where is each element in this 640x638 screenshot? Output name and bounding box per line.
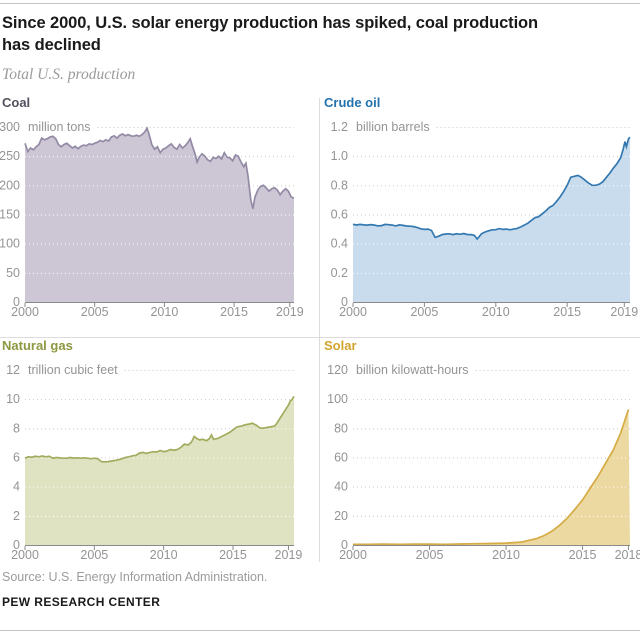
svg-text:100: 100: [0, 237, 20, 251]
coal-chart-title: Coal: [2, 95, 31, 110]
svg-text:10: 10: [6, 392, 20, 406]
svg-text:60: 60: [334, 451, 348, 465]
coal-area: [25, 128, 294, 302]
svg-text:2019: 2019: [610, 305, 638, 319]
svg-text:0: 0: [341, 295, 348, 309]
bottom-rule: [0, 630, 640, 631]
solar-line: [353, 409, 630, 546]
chart-panel-solar: Solar 120 billion kilowatt-hours 2000 2005 2…: [324, 338, 640, 569]
crude-oil-area-chart: 1.2 billion barrels 2000 2005 2010 2015 2019 1.…: [331, 120, 639, 319]
crude-area: [353, 137, 630, 302]
svg-text:40: 40: [334, 480, 348, 494]
svg-text:0.8: 0.8: [331, 178, 348, 192]
svg-text:120: 120: [327, 363, 348, 377]
svg-text:2005: 2005: [410, 305, 438, 319]
svg-text:0.2: 0.2: [331, 266, 348, 280]
solar-chart-title: Solar: [324, 338, 357, 353]
svg-text:2005: 2005: [80, 548, 108, 562]
svg-text:12: 12: [6, 363, 20, 377]
svg-text:20: 20: [334, 509, 348, 523]
crude-oil-chart-title: Crude oil: [324, 95, 381, 110]
svg-text:300: 300: [0, 120, 20, 134]
chart-panel-crude-oil: Crude oil 1.2 billion barrels 2000 2005 2010…: [324, 95, 640, 326]
gas-line: [24, 395, 295, 463]
svg-text:0.4: 0.4: [331, 237, 348, 251]
svg-text:0: 0: [341, 538, 348, 552]
svg-text:150: 150: [0, 208, 20, 222]
svg-text:2: 2: [13, 509, 20, 523]
page-title: Since 2000, U.S. solar energy production…: [2, 12, 638, 56]
gas-area: [25, 396, 294, 545]
svg-text:0: 0: [13, 295, 20, 309]
svg-text:2010: 2010: [150, 548, 178, 562]
svg-text:billion barrels: billion barrels: [356, 120, 430, 134]
page-title-line1: Since 2000, U.S. solar energy production…: [2, 14, 539, 32]
svg-text:6: 6: [13, 451, 20, 465]
svg-text:2005: 2005: [416, 548, 444, 562]
svg-text:2015: 2015: [553, 305, 581, 319]
svg-text:100: 100: [327, 392, 348, 406]
coal-line: [24, 126, 295, 209]
svg-text:2005: 2005: [81, 305, 109, 319]
svg-text:0: 0: [13, 538, 20, 552]
svg-text:2019: 2019: [276, 305, 304, 319]
top-rule: [0, 3, 640, 4]
svg-text:billion kilowatt-hours: billion kilowatt-hours: [356, 363, 469, 377]
source-note: Source: U.S. Energy Information Administ…: [2, 570, 268, 584]
svg-text:250: 250: [0, 149, 20, 163]
svg-text:2000: 2000: [339, 548, 367, 562]
svg-text:200: 200: [0, 178, 20, 192]
page-title-line2: has declined: [2, 36, 101, 54]
svg-text:2015: 2015: [219, 548, 247, 562]
brand-line: PEW RESEARCH CENTER: [2, 595, 161, 609]
svg-text:2010: 2010: [150, 305, 178, 319]
svg-text:50: 50: [6, 266, 20, 280]
svg-text:2010: 2010: [492, 548, 520, 562]
svg-text:2015: 2015: [220, 305, 248, 319]
svg-text:million tons: million tons: [28, 120, 91, 134]
chart-panel-natural-gas: Natural gas 12 trillion cubic feet 2000 200…: [2, 338, 318, 569]
svg-text:trillion cubic feet: trillion cubic feet: [28, 363, 118, 377]
svg-text:2018: 2018: [615, 548, 640, 562]
svg-text:1.2: 1.2: [331, 120, 348, 134]
svg-text:2000: 2000: [339, 305, 367, 319]
panel-divider-vertical: [319, 98, 320, 562]
svg-text:80: 80: [334, 421, 348, 435]
svg-text:0.6: 0.6: [331, 208, 348, 222]
chart-panel-coal: Coal 300 million tons 2000 2005 2010 2015 2019…: [0, 95, 318, 326]
svg-text:2019: 2019: [275, 548, 303, 562]
panel-divider-horizontal: [0, 337, 640, 338]
svg-text:4: 4: [13, 480, 20, 494]
subtitle: Total U.S. production: [2, 66, 136, 83]
svg-text:2010: 2010: [482, 305, 510, 319]
svg-text:2000: 2000: [11, 548, 39, 562]
svg-text:2015: 2015: [569, 548, 597, 562]
svg-text:2000: 2000: [11, 305, 39, 319]
solar-area: [353, 409, 630, 545]
crude-line: [352, 136, 631, 241]
svg-text:8: 8: [13, 421, 20, 435]
natural-gas-chart-title: Natural gas: [2, 338, 73, 353]
svg-text:1.0: 1.0: [331, 149, 348, 163]
